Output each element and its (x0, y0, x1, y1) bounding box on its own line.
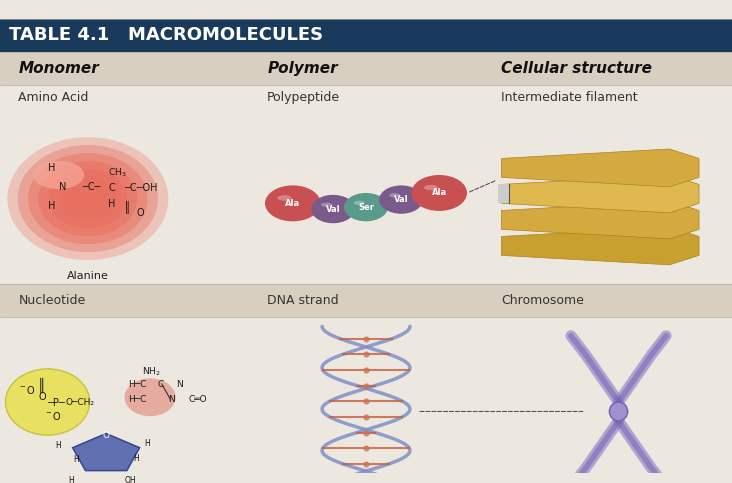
Text: H─C: H─C (128, 380, 146, 388)
Text: Val: Val (394, 195, 408, 204)
Point (360, 398, 372, 405)
Point (360, 444, 372, 452)
Text: H: H (48, 163, 55, 173)
Text: Polypeptide: Polypeptide (267, 91, 340, 104)
Circle shape (379, 185, 423, 214)
Text: OH: OH (124, 475, 136, 483)
Text: H: H (133, 454, 139, 463)
Ellipse shape (59, 177, 116, 221)
FancyBboxPatch shape (0, 284, 732, 317)
Text: Cellular structure: Cellular structure (501, 61, 652, 76)
Text: ─P─: ─P─ (48, 398, 65, 408)
Ellipse shape (424, 185, 438, 190)
Text: Ala: Ala (285, 199, 300, 208)
Ellipse shape (124, 378, 176, 416)
Text: Amino Acid: Amino Acid (18, 91, 89, 104)
Text: TABLE 4.1   MACROMOLECULES: TABLE 4.1 MACROMOLECULES (9, 27, 323, 44)
Text: O: O (136, 208, 143, 218)
Text: ║: ║ (38, 378, 45, 393)
Text: ║: ║ (124, 200, 131, 213)
Circle shape (411, 175, 467, 211)
Text: Ser: Ser (358, 203, 374, 212)
Ellipse shape (5, 369, 89, 435)
Polygon shape (501, 201, 699, 239)
Text: Polymer: Polymer (267, 61, 337, 76)
Text: H: H (48, 201, 55, 211)
Ellipse shape (28, 153, 148, 244)
Point (360, 335, 372, 342)
Text: C: C (157, 380, 164, 388)
FancyBboxPatch shape (0, 317, 732, 483)
Text: Val: Val (326, 204, 340, 213)
Text: O─CH₂: O─CH₂ (66, 398, 95, 408)
Ellipse shape (18, 145, 158, 252)
Text: N: N (176, 380, 182, 388)
Text: H: H (73, 455, 79, 464)
Ellipse shape (609, 402, 627, 421)
Point (360, 382, 372, 389)
Text: H: H (108, 199, 116, 209)
FancyBboxPatch shape (498, 185, 509, 203)
Text: C═O: C═O (188, 395, 206, 404)
Text: Monomer: Monomer (18, 61, 99, 76)
Ellipse shape (7, 137, 168, 260)
Polygon shape (501, 149, 699, 187)
Point (360, 460, 372, 468)
Text: H: H (144, 440, 150, 448)
Ellipse shape (33, 161, 84, 189)
Text: Ala: Ala (432, 188, 447, 198)
Text: N: N (59, 182, 66, 192)
Circle shape (344, 193, 388, 221)
Text: Alanine: Alanine (67, 271, 109, 282)
Ellipse shape (354, 201, 365, 205)
Ellipse shape (70, 185, 106, 213)
Text: Nucleotide: Nucleotide (18, 294, 86, 307)
Text: Intermediate filament: Intermediate filament (501, 91, 638, 104)
Text: O: O (102, 431, 110, 440)
Ellipse shape (321, 203, 332, 207)
Text: $^-$O: $^-$O (44, 410, 61, 422)
Ellipse shape (389, 193, 400, 198)
Text: $^-$O: $^-$O (18, 384, 36, 396)
Text: NH$_2$: NH$_2$ (142, 365, 161, 378)
Point (360, 366, 372, 374)
Polygon shape (72, 434, 140, 470)
Text: CH$_3$: CH$_3$ (108, 166, 127, 179)
FancyBboxPatch shape (0, 85, 732, 284)
Text: H: H (55, 441, 61, 450)
Text: Chromosome: Chromosome (501, 294, 584, 307)
Text: C: C (108, 183, 115, 193)
Ellipse shape (80, 193, 96, 205)
Text: H: H (68, 475, 74, 483)
Text: DNA strand: DNA strand (267, 294, 339, 307)
Point (360, 476, 372, 483)
Polygon shape (501, 175, 699, 213)
Circle shape (265, 185, 321, 221)
Point (360, 413, 372, 421)
Text: H─C: H─C (128, 395, 146, 404)
Ellipse shape (38, 161, 138, 236)
Circle shape (311, 195, 355, 223)
Polygon shape (501, 227, 699, 265)
Text: ─C─OH: ─C─OH (124, 183, 158, 193)
FancyBboxPatch shape (0, 19, 732, 52)
Text: ─C─: ─C─ (82, 182, 100, 192)
Point (360, 429, 372, 437)
FancyBboxPatch shape (0, 52, 732, 85)
Text: O: O (38, 392, 45, 402)
Point (360, 351, 372, 358)
Text: N: N (168, 395, 175, 404)
Ellipse shape (49, 169, 127, 228)
Ellipse shape (277, 195, 291, 200)
